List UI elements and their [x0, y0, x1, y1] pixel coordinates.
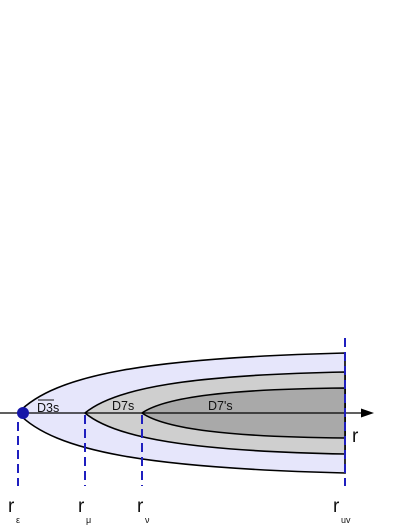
r-axis-arrowhead: [361, 408, 374, 418]
marker-label-sub: μ: [86, 515, 91, 525]
region-label-d7prime: D7's: [208, 399, 233, 413]
marker-label-r-epsilon: r ε: [8, 496, 20, 525]
r-axis-label: r: [352, 426, 359, 447]
marker-label-sub: uv: [341, 515, 351, 525]
marker-label-main: r: [8, 496, 15, 517]
marker-label-main: r: [333, 496, 340, 517]
marker-label-main: r: [78, 496, 85, 517]
marker-label-r-uv: r uv: [333, 496, 351, 525]
marker-label-r-nu: r ν: [137, 496, 150, 525]
marker-label-sub: ε: [16, 515, 20, 525]
region-label-anti-d3: D3s: [37, 399, 59, 415]
r-epsilon-dot: [17, 407, 29, 419]
marker-label-main: r: [137, 496, 144, 517]
region-label-d7s: D7s: [112, 399, 134, 413]
marker-label-sub: ν: [145, 515, 150, 525]
anti-d3-label: D3s: [37, 401, 59, 415]
marker-label-r-mu: r μ: [78, 496, 91, 525]
